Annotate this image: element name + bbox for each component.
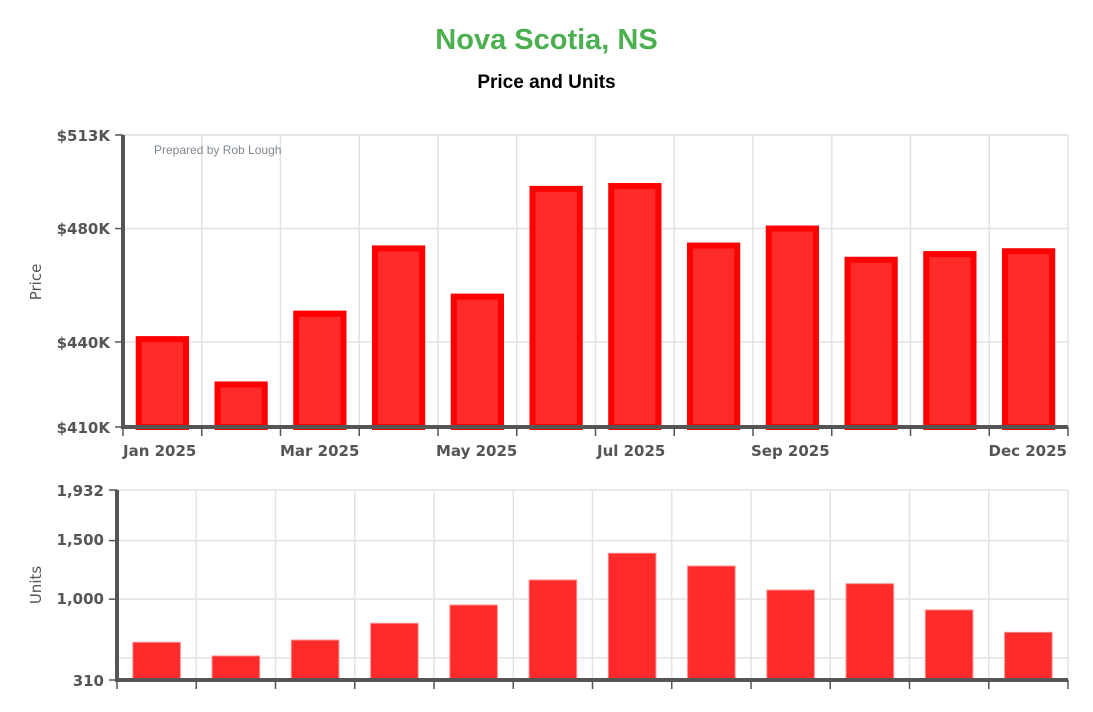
bar-feb-2025[interactable]: Feb 2025: 515 [211,655,261,681]
units-ytick-310: 310 [73,672,104,690]
units-y-tick-labels: 1,932 1,500 1,000 310 [57,482,104,690]
chart-subtitle: Price and Units [477,72,616,93]
price-axis-title: Price [27,264,45,301]
price-y-tick-labels: $513K $480K $440K $410K [57,127,112,437]
xtick-jul: Jul 2025 [596,442,665,460]
price-ytick-480: $480K [57,220,112,238]
chart-title: Nova Scotia, NS [435,24,658,56]
price-x-tick-labels: Jan 2025 Mar 2025 May 2025 Jul 2025 Sep … [122,442,1067,460]
bar-dec-2025[interactable]: Dec 2025: 472000 [1002,248,1056,430]
bar-jan-2025[interactable]: Jan 2025: 441000 [135,336,189,431]
units-bars: Jan 2025: 632 Feb 2025: 515 Mar 2025: 651 A… [132,552,1053,681]
xtick-jan: Jan 2025 [122,442,196,460]
price-ytick-440: $440K [57,334,112,352]
units-ytick-1000: 1,000 [57,590,104,608]
units-gridlines [117,489,1069,680]
bar-jun-2025[interactable]: Jun 2025: 494000 [529,185,583,430]
xtick-sep: Sep 2025 [751,442,830,460]
xtick-mar: Mar 2025 [280,442,359,460]
bar-mar-2025[interactable]: Mar 2025: 450000 [293,310,347,430]
units-ytick-1932: 1,932 [57,482,104,500]
bar-feb-2025[interactable]: Feb 2025: 425000 [214,381,268,431]
bar-sep-2025[interactable]: Sep 2025: 480000 [765,225,819,430]
bar-nov-2025[interactable]: Nov 2025: 471000 [923,251,977,430]
credit-text: Prepared by Rob Lough [154,143,281,157]
price-axes [115,134,1069,436]
bar-aug-2025[interactable]: Aug 2025: 1283 [687,565,736,681]
bar-jun-2025[interactable]: Jun 2025: 1164 [528,579,578,681]
bar-jul-2025[interactable]: Jul 2025: 1392 [607,552,657,681]
bar-apr-2025[interactable]: Apr 2025: 794 [370,622,419,681]
bar-mar-2025[interactable]: Mar 2025: 651 [290,639,340,681]
bar-aug-2025[interactable]: Aug 2025: 474000 [687,242,741,430]
price-ytick-513: $513K [57,127,112,145]
units-ytick-1500: 1,500 [57,531,104,549]
bar-sep-2025[interactable]: Sep 2025: 1078 [766,589,815,681]
bar-dec-2025[interactable]: Dec 2025: 717 [1004,631,1053,681]
bar-jul-2025[interactable]: Jul 2025: 495000 [608,183,662,430]
price-ytick-410: $410K [57,419,112,437]
bar-jan-2025[interactable]: Jan 2025: 632 [132,641,181,681]
bar-may-2025[interactable]: May 2025: 950 [449,604,498,681]
units-axes [109,489,1069,689]
units-axis-title: Units [27,566,45,605]
price-gridlines [123,134,1069,428]
bar-nov-2025[interactable]: Nov 2025: 908 [924,609,974,681]
bar-may-2025[interactable]: May 2025: 456000 [450,293,504,430]
bar-oct-2025[interactable]: Oct 2025: 1132 [845,583,895,681]
xtick-may: May 2025 [436,442,517,460]
bar-apr-2025[interactable]: Apr 2025: 473000 [372,245,426,430]
xtick-dec: Dec 2025 [989,442,1068,460]
bar-oct-2025[interactable]: Oct 2025: 469000 [844,256,898,430]
